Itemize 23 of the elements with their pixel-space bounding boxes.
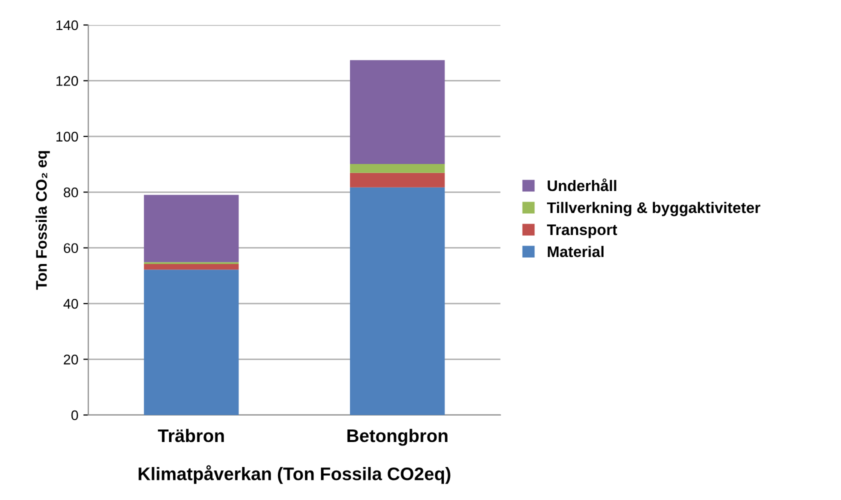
y-tick-label: 40 <box>63 298 78 309</box>
y-tick-label: 120 <box>56 76 78 86</box>
legend-label: Tillverkning & byggaktiviteter <box>547 202 760 216</box>
y-tick-label: 140 <box>56 20 78 30</box>
bar <box>144 270 239 415</box>
x-axis-title: Klimatpåverkan (Ton Fossila CO2eq) <box>138 465 450 484</box>
bar <box>144 264 239 270</box>
bar <box>350 164 445 173</box>
x-tick-label: Träbron <box>158 428 224 442</box>
y-tick-label: 80 <box>64 187 78 198</box>
x-tick-label: Betongbron <box>347 428 448 446</box>
bar <box>350 60 445 164</box>
bar <box>350 187 445 415</box>
y-axis-title: Ton Fossila CO₂ eq <box>36 151 50 290</box>
y-tick-label: 60 <box>64 243 78 254</box>
legend-label: Transport <box>547 224 618 238</box>
legend-label: Material <box>548 246 604 258</box>
y-tick-label: 20 <box>64 354 78 364</box>
bar <box>350 172 445 188</box>
legend-label: Underhåll <box>548 178 616 192</box>
y-tick-label: 100 <box>56 132 78 142</box>
bar <box>144 194 239 262</box>
y-tick-label: 0 <box>71 410 78 420</box>
